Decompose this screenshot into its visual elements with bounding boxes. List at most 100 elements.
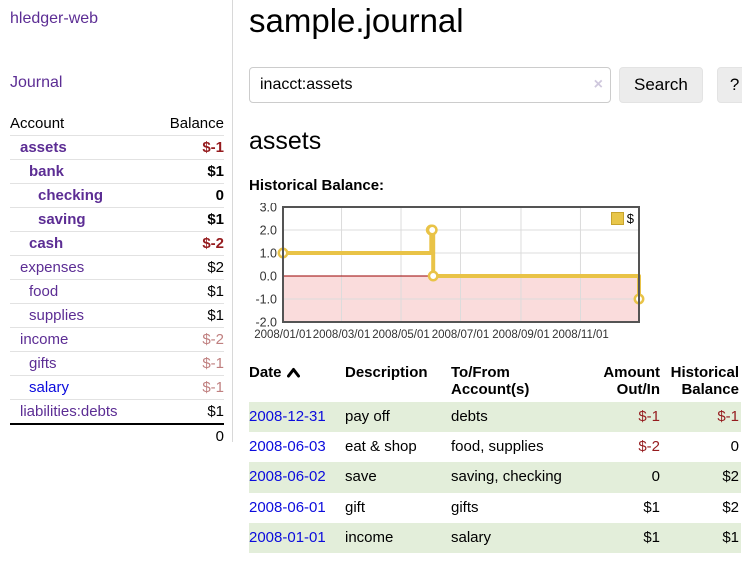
help-button[interactable]: ?	[716, 66, 742, 103]
main-panel: sample.journal × Search ? assets Histori…	[233, 0, 742, 582]
accounts-table: Account Balance assets $-1 bank $1 check…	[10, 112, 224, 448]
svg-text:1.0: 1.0	[260, 246, 277, 260]
transaction-description: save	[345, 462, 451, 493]
app-brand-link[interactable]: hledger-web	[10, 10, 99, 27]
transaction-balance: $1	[660, 522, 741, 554]
account-link-cash[interactable]: cash	[29, 235, 64, 252]
svg-text:0.0: 0.0	[260, 269, 277, 283]
svg-text:2008/03/01: 2008/03/01	[313, 329, 371, 341]
accounts-header-row: Account Balance	[10, 112, 224, 136]
account-row-assets: assets $-1	[10, 135, 224, 160]
transaction-balance: $-1	[660, 401, 741, 433]
account-balance: $-2	[152, 231, 224, 256]
account-row-income: income $-2	[10, 327, 224, 352]
svg-text:2008/01/01: 2008/01/01	[254, 329, 312, 341]
search-form: × Search ?	[249, 66, 742, 103]
register-row: 2008-06-03 eat & shop food, supplies $-2…	[249, 432, 741, 462]
account-row-bank: bank $1	[10, 159, 224, 184]
transaction-accounts: debts	[451, 401, 580, 433]
svg-text:2.0: 2.0	[260, 223, 277, 237]
account-balance: $1	[152, 279, 224, 304]
account-balance: $-2	[152, 327, 224, 352]
transaction-date-link[interactable]: 2008-06-02	[249, 468, 326, 486]
search-input[interactable]	[249, 66, 611, 103]
transaction-accounts: salary	[451, 522, 580, 554]
transaction-amount: $1	[643, 498, 660, 516]
account-balance: $-1	[152, 351, 224, 376]
account-link-assets[interactable]: assets	[20, 139, 67, 156]
account-row-salary: salary $-1	[10, 375, 224, 400]
transaction-amount: $1	[580, 522, 660, 554]
chart-title: Historical Balance:	[249, 176, 385, 194]
accounts-total-value: 0	[152, 423, 224, 448]
account-link-expenses[interactable]: expenses	[20, 259, 85, 276]
transaction-description: income	[345, 522, 451, 554]
register-row: 2008-06-01 gift gifts $1 $2	[249, 493, 741, 523]
account-link-saving[interactable]: saving	[38, 211, 86, 228]
transaction-description: pay off	[345, 401, 451, 433]
account-link-liabilities-debts[interactable]: liabilities:debts	[20, 403, 118, 420]
account-link-salary[interactable]: salary	[29, 379, 70, 396]
register-row: 2008-06-02 save saving, checking 0 $2	[249, 462, 741, 493]
sort-ascending-icon	[286, 367, 300, 378]
account-balance: $1	[152, 207, 224, 232]
account-link-bank[interactable]: bank	[29, 163, 65, 180]
transaction-balance: $2	[722, 498, 739, 516]
column-header-description: Description	[345, 363, 428, 381]
transaction-amount: 0	[580, 462, 660, 493]
account-row-supplies: supplies $1	[10, 303, 224, 328]
page-title: sample.journal	[249, 2, 464, 39]
register-row: 2008-12-31 pay off debts $-1 $-1	[249, 401, 741, 433]
transaction-amount: $-1	[580, 401, 660, 433]
account-balance: $2	[152, 255, 224, 280]
transaction-date-link[interactable]: 2008-12-31	[249, 407, 326, 425]
transaction-accounts: saving, checking	[451, 462, 580, 493]
transaction-amount: $-2	[638, 438, 660, 456]
account-column-header: Account	[10, 112, 153, 136]
sidebar-item-journal[interactable]: Journal	[10, 74, 63, 91]
legend-label: $	[626, 210, 634, 226]
account-row-food: food $1	[10, 279, 224, 304]
account-link-supplies[interactable]: supplies	[29, 307, 85, 324]
account-link-income[interactable]: income	[20, 331, 69, 348]
accounts-total-row: 0	[10, 423, 224, 448]
account-link-gifts[interactable]: gifts	[29, 355, 57, 372]
clear-search-icon[interactable]: ×	[593, 75, 603, 93]
account-row-expenses: expenses $2	[10, 255, 224, 280]
search-box: ×	[249, 66, 611, 103]
transaction-date-link[interactable]: 2008-06-01	[249, 498, 326, 516]
svg-text:-2.0: -2.0	[255, 315, 277, 329]
account-row-liabilities-debts: liabilities:debts $1	[10, 399, 224, 425]
column-header-amount: Amount Out/In	[603, 363, 660, 398]
account-link-checking[interactable]: checking	[38, 187, 104, 204]
account-balance: $1	[152, 399, 224, 425]
transaction-description: eat & shop	[345, 438, 417, 456]
sidebar: hledger-web Journal Account Balance asse…	[0, 0, 233, 448]
transaction-balance: 0	[730, 438, 739, 456]
transaction-accounts: food, supplies	[451, 438, 544, 456]
svg-text:2008/11/01: 2008/11/01	[552, 329, 609, 341]
account-balance: $-1	[152, 135, 224, 160]
legend-swatch-icon	[610, 211, 624, 225]
svg-text:-1.0: -1.0	[255, 292, 277, 306]
register-row: 2008-01-01 income salary $1 $1	[249, 522, 741, 554]
svg-text:2008/07/01: 2008/07/01	[432, 329, 490, 341]
register-table: Date Description To/From Account(s) Amou…	[249, 362, 741, 554]
search-button[interactable]: Search	[619, 66, 703, 103]
account-link-food[interactable]: food	[29, 283, 59, 300]
account-balance: $1	[152, 159, 224, 184]
transaction-balance: $2	[660, 462, 741, 493]
account-row-gifts: gifts $-1	[10, 351, 224, 376]
transaction-date-link[interactable]: 2008-06-03	[249, 438, 326, 456]
column-header-date[interactable]: Date	[249, 362, 345, 402]
transaction-date-link[interactable]: 2008-01-01	[249, 528, 326, 546]
account-heading: assets	[249, 126, 322, 155]
transaction-accounts: gifts	[451, 498, 479, 516]
balance-column-header: Balance	[152, 112, 224, 136]
account-balance: $1	[152, 303, 224, 328]
column-header-balance: Historical Balance	[670, 363, 739, 398]
column-header-accounts: To/From Account(s)	[451, 363, 530, 398]
account-row-checking: checking 0	[10, 183, 224, 208]
